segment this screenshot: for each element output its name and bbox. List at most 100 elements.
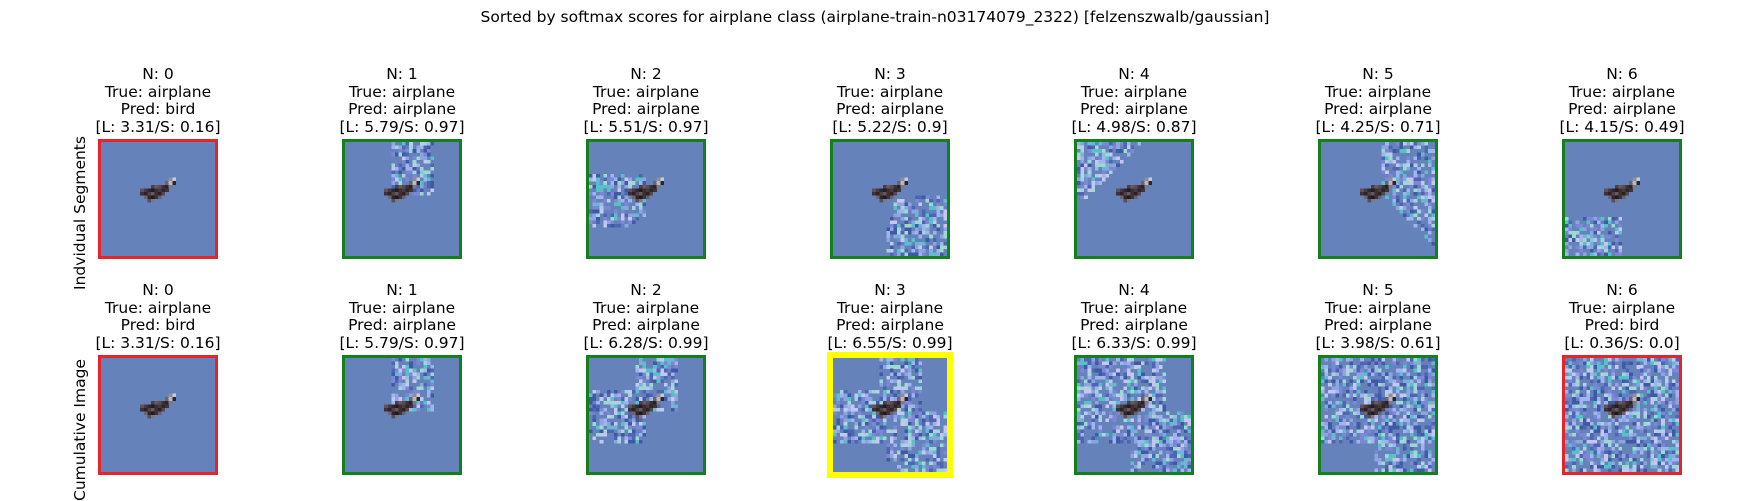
segment-image xyxy=(1565,142,1679,256)
image-panel: N: 1 True: airplane Pred: airplane [L: 5.79… xyxy=(282,281,522,352)
figure-title: Sorted by softmax scores for airplane cl… xyxy=(480,8,1270,26)
segment-thumbnail xyxy=(1562,139,1682,259)
panel-title-true: True: airplane xyxy=(1080,82,1188,101)
image-panel: N: 4 True: airplane Pred: airplane [L: 6.33… xyxy=(1014,281,1254,352)
image-panel: N: 2 True: airplane Pred: airplane [L: 5.51… xyxy=(526,65,766,136)
panel-title-pred: Pred: airplane xyxy=(1568,100,1676,118)
segment-image xyxy=(1321,358,1435,472)
noise-segment xyxy=(833,358,947,472)
panel-title-true: True: airplane xyxy=(836,298,944,317)
segment-image xyxy=(833,142,947,256)
row-label: Indvidual Segments xyxy=(71,136,89,290)
segment-image xyxy=(1321,142,1435,256)
panel-title-scores: [L: 3.31/S: 0.16] xyxy=(95,333,221,352)
panel-title-true: True: airplane xyxy=(1568,298,1676,317)
segment-thumbnail xyxy=(1074,139,1194,259)
segment-thumbnail xyxy=(98,139,218,259)
panel-title-scores: [L: 5.51/S: 0.97] xyxy=(583,117,709,136)
panel-title-pred: Pred: airplane xyxy=(836,316,944,334)
panel-title-scores: [L: 6.55/S: 0.99] xyxy=(827,333,953,352)
panel-title-pred: Pred: airplane xyxy=(1080,100,1188,118)
segment-image xyxy=(589,358,703,472)
airplane-silhouette xyxy=(628,393,664,419)
panel-title-true: True: airplane xyxy=(1568,82,1676,101)
panel-title-true: True: airplane xyxy=(1324,82,1432,101)
panel-title-n: N: 0 xyxy=(142,65,174,83)
panel-title-true: True: airplane xyxy=(104,82,212,101)
segment-thumbnail xyxy=(1074,355,1194,475)
segment-thumbnail xyxy=(342,139,462,259)
panel-title-true: True: airplane xyxy=(836,82,944,101)
airplane-silhouette xyxy=(1604,393,1640,419)
airplane-silhouette xyxy=(140,177,176,203)
noise-segment xyxy=(1321,358,1435,472)
image-panel: N: 0 True: airplane Pred: bird [L: 3.31/S: … xyxy=(38,281,278,352)
panel-title-n: N: 3 xyxy=(874,65,906,83)
segment-thumbnail xyxy=(1318,139,1438,259)
airplane-silhouette xyxy=(1116,393,1152,419)
panel-title-scores: [L: 6.28/S: 0.99] xyxy=(583,333,709,352)
airplane-silhouette xyxy=(1360,177,1396,203)
panel-title-n: N: 3 xyxy=(874,281,906,299)
panel-title-n: N: 6 xyxy=(1606,281,1638,299)
row-label: Cumulative Image xyxy=(71,359,89,501)
panel-title-n: N: 5 xyxy=(1362,281,1394,299)
panel-title-true: True: airplane xyxy=(592,298,700,317)
image-panel: N: 6 True: airplane Pred: airplane [L: 4.15… xyxy=(1502,65,1742,136)
panel-title-scores: [L: 5.22/S: 0.9] xyxy=(832,117,948,136)
segment-thumbnail xyxy=(1318,355,1438,475)
segment-image xyxy=(1077,142,1191,256)
image-panel: N: 1 True: airplane Pred: airplane [L: 5.79… xyxy=(282,65,522,136)
segment-thumbnail xyxy=(830,139,950,259)
panel-title-scores: [L: 4.98/S: 0.87] xyxy=(1071,117,1197,136)
airplane-silhouette xyxy=(872,177,908,203)
panel-title-pred: Pred: bird xyxy=(120,316,196,334)
airplane-silhouette xyxy=(1604,177,1640,203)
panel-title-true: True: airplane xyxy=(104,298,212,317)
panel-title-scores: [L: 4.25/S: 0.71] xyxy=(1315,117,1441,136)
airplane-silhouette xyxy=(1116,177,1152,203)
segment-image xyxy=(345,358,459,472)
panel-title-n: N: 4 xyxy=(1118,281,1150,299)
image-panel: N: 5 True: airplane Pred: airplane [L: 4.25… xyxy=(1258,65,1498,136)
image-panel: N: 3 True: airplane Pred: airplane [L: 5.22… xyxy=(770,65,1010,136)
panel-title-scores: [L: 0.36/S: 0.0] xyxy=(1564,333,1680,352)
segment-thumbnail xyxy=(586,355,706,475)
panel-title-n: N: 4 xyxy=(1118,65,1150,83)
panel-title-n: N: 5 xyxy=(1362,65,1394,83)
noise-segment xyxy=(1565,358,1679,472)
airplane-silhouette xyxy=(140,393,176,419)
panel-title-pred: Pred: airplane xyxy=(1324,100,1432,118)
panel-title-pred: Pred: airplane xyxy=(1080,316,1188,334)
image-panel: N: 5 True: airplane Pred: airplane [L: 3.98… xyxy=(1258,281,1498,352)
noise-segment xyxy=(1077,358,1191,472)
image-panel: N: 6 True: airplane Pred: bird [L: 0.36/S: … xyxy=(1502,281,1742,352)
panel-title-n: N: 6 xyxy=(1606,65,1638,83)
panel-title-pred: Pred: airplane xyxy=(1324,316,1432,334)
panel-title-pred: Pred: bird xyxy=(1584,316,1660,334)
segment-image xyxy=(101,142,215,256)
segment-image xyxy=(1565,358,1679,472)
segment-image xyxy=(833,358,947,472)
panel-title-n: N: 1 xyxy=(386,281,418,299)
segment-image xyxy=(345,142,459,256)
segment-thumbnail xyxy=(586,139,706,259)
segment-image xyxy=(1077,358,1191,472)
segment-thumbnail xyxy=(827,352,953,478)
airplane-silhouette xyxy=(628,177,664,203)
noise-segment xyxy=(589,174,647,228)
panel-title-scores: [L: 4.15/S: 0.49] xyxy=(1559,117,1685,136)
panel-title-pred: Pred: bird xyxy=(120,100,196,118)
panel-title-n: N: 2 xyxy=(630,281,662,299)
panel-title-pred: Pred: airplane xyxy=(592,100,700,118)
image-panel: N: 3 True: airplane Pred: airplane [L: 6.55… xyxy=(770,281,1010,352)
image-panel: N: 2 True: airplane Pred: airplane [L: 6.28… xyxy=(526,281,766,352)
segment-thumbnail xyxy=(98,355,218,475)
panel-title-scores: [L: 3.98/S: 0.61] xyxy=(1315,333,1441,352)
noise-segment xyxy=(1565,216,1623,256)
segment-image xyxy=(101,358,215,472)
panel-title-true: True: airplane xyxy=(348,298,456,317)
image-panel: N: 0 True: airplane Pred: bird [L: 3.31/S: … xyxy=(38,65,278,136)
airplane-silhouette xyxy=(384,177,420,203)
airplane-silhouette xyxy=(384,393,420,419)
